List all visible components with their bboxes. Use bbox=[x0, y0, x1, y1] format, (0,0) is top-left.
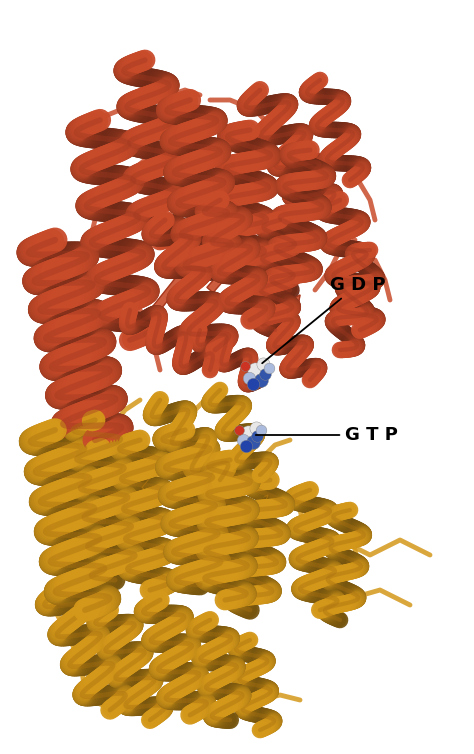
Point bbox=[259, 358, 267, 370]
Text: G D P: G D P bbox=[262, 276, 385, 363]
Text: G T P: G T P bbox=[256, 426, 398, 444]
Point bbox=[242, 440, 250, 452]
Point bbox=[249, 378, 257, 390]
Point bbox=[252, 422, 260, 434]
Point bbox=[251, 364, 259, 376]
Polygon shape bbox=[232, 495, 268, 532]
Point bbox=[265, 362, 273, 374]
Polygon shape bbox=[142, 450, 180, 492]
Polygon shape bbox=[207, 250, 245, 293]
Polygon shape bbox=[152, 260, 195, 312]
Polygon shape bbox=[272, 295, 300, 332]
Point bbox=[241, 360, 249, 372]
Point bbox=[257, 374, 265, 386]
Point bbox=[261, 368, 269, 380]
Point bbox=[235, 424, 243, 436]
Point bbox=[244, 427, 252, 439]
Point bbox=[239, 434, 247, 446]
Point bbox=[257, 424, 265, 436]
Polygon shape bbox=[242, 275, 270, 312]
Polygon shape bbox=[192, 475, 228, 513]
Point bbox=[253, 430, 261, 442]
Point bbox=[249, 436, 257, 448]
Point bbox=[245, 372, 253, 384]
